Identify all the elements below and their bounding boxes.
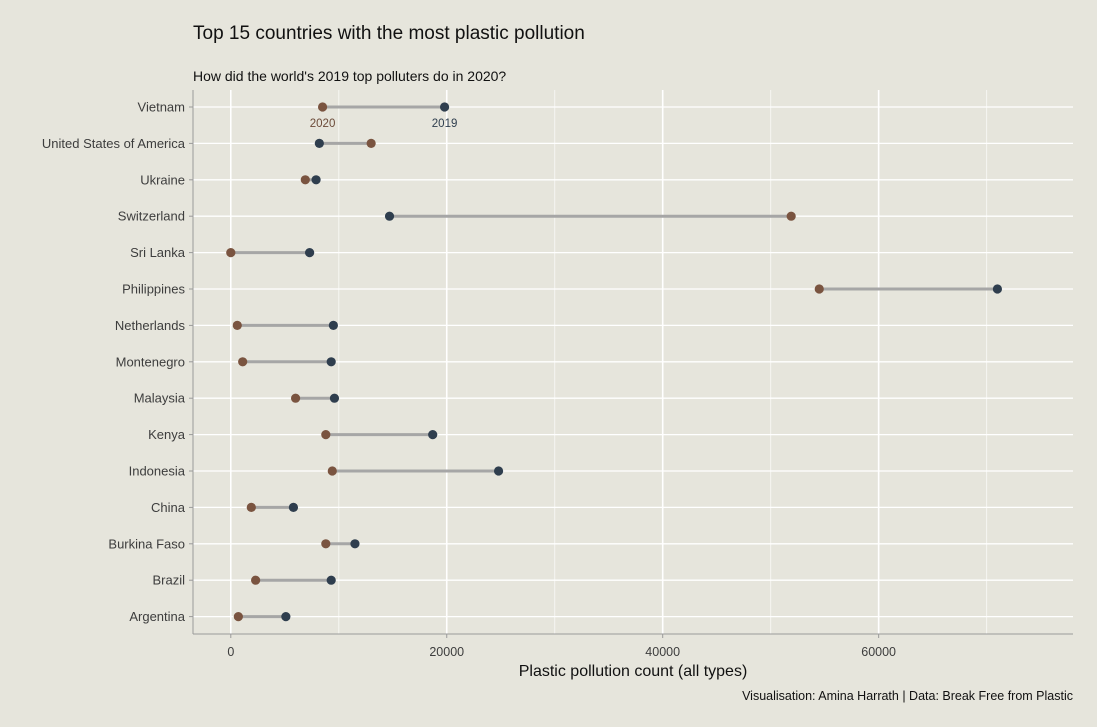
y-tick-label: Argentina (129, 609, 185, 624)
y-tick-label: Malaysia (134, 391, 186, 406)
point-2019 (428, 430, 438, 440)
point-2020 (226, 248, 236, 258)
point-2020 (300, 175, 310, 185)
x-tick-label: 0 (227, 645, 234, 659)
y-tick-label: China (151, 500, 186, 515)
chart-caption: Visualisation: Amina Harrath | Data: Bre… (742, 689, 1073, 703)
point-2020 (786, 211, 796, 221)
point-2019 (326, 357, 336, 367)
point-2019 (384, 211, 395, 221)
chart-subtitle: How did the world's 2019 top polluters d… (193, 68, 506, 84)
point-2020 (290, 393, 301, 403)
x-tick-label: 40000 (645, 645, 680, 659)
point-2019 (439, 102, 450, 112)
point-2019 (326, 575, 336, 585)
point-2020 (321, 539, 331, 549)
point-2020 (814, 284, 824, 294)
point-2020 (317, 102, 328, 112)
x-tick-labels: 0 20000 40000 60000 (227, 634, 896, 659)
annotations: 2020 2019 (310, 118, 458, 130)
point-2020 (232, 320, 242, 330)
y-tick-label: Brazil (152, 573, 185, 588)
dumbbell-segments (230, 105, 998, 619)
y-tick-labels: Vietnam United States of America Ukraine Sw… (42, 100, 193, 624)
point-2019 (992, 284, 1003, 294)
y-tick-label: Vietnam (138, 100, 185, 115)
x-axis-label: Plastic pollution count (all types) (519, 663, 748, 680)
point-2019 (314, 138, 324, 148)
data-points (226, 102, 1003, 622)
point-2019 (281, 612, 291, 622)
point-2020 (327, 466, 337, 476)
point-2019 (328, 320, 338, 330)
y-tick-label: Switzerland (118, 209, 185, 224)
series-annotation: 2019 (432, 118, 458, 130)
point-2019 (311, 175, 321, 185)
point-2019 (305, 248, 315, 258)
chart-title: Top 15 countries with the most plastic p… (193, 23, 585, 44)
point-2020 (366, 138, 376, 148)
point-2019 (288, 502, 299, 512)
point-2020 (321, 430, 331, 440)
x-tick-label: 20000 (429, 645, 464, 659)
y-tick-label: Indonesia (129, 464, 186, 479)
point-2020 (251, 575, 261, 585)
point-2019 (493, 466, 504, 476)
y-tick-label: Philippines (122, 282, 185, 297)
series-annotation: 2020 (310, 118, 336, 130)
x-tick-label: 60000 (861, 645, 896, 659)
y-tick-label: Sri Lanka (130, 245, 186, 260)
y-tick-label: Kenya (148, 427, 186, 442)
point-2020 (246, 502, 256, 512)
y-tick-label: Montenegro (116, 354, 185, 369)
y-tick-label: United States of America (42, 136, 186, 151)
y-tick-label: Burkina Faso (108, 536, 185, 551)
y-tick-label: Ukraine (140, 172, 185, 187)
point-2020 (238, 357, 248, 367)
y-tick-label: Netherlands (115, 318, 186, 333)
point-2020 (233, 612, 243, 622)
point-2019 (350, 539, 360, 549)
point-2019 (329, 393, 340, 403)
